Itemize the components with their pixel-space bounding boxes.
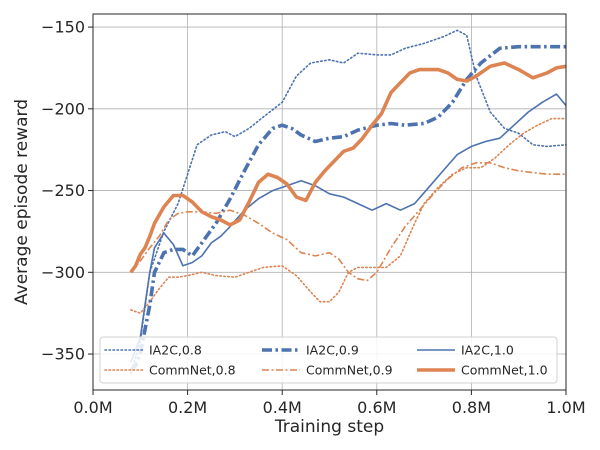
series-line-ia2c-0-8 <box>130 29 567 375</box>
series-line-commnet-0-9 <box>130 162 566 282</box>
x-tick-label: 0.4M <box>263 398 302 417</box>
x-tick-label: 0.6M <box>357 398 396 417</box>
ticks-layer: 0.0M 0.2M 0.4M 0.6M 0.8M 1.0M −350 −300 −250 −200… <box>41 18 586 417</box>
y-tick-label: −300 <box>41 263 85 282</box>
legend-label: CommNet,0.8 <box>149 363 236 378</box>
series-line-ia2c-1-0 <box>130 93 567 363</box>
grid-layer <box>92 14 567 390</box>
legend-label: IA2C,0.9 <box>306 343 359 358</box>
y-tick-label: −150 <box>41 18 85 37</box>
series-line-ia2c-0-9 <box>129 44 566 372</box>
y-tick-label: −350 <box>41 345 85 364</box>
x-axis-label: Training step <box>274 417 384 437</box>
y-tick-label: −250 <box>41 181 85 200</box>
legend-label: IA2C,1.0 <box>461 343 514 358</box>
legend-label: CommNet,1.0 <box>461 363 548 378</box>
plot-frame <box>92 13 567 391</box>
legend: IA2C,0.8 CommNet,0.8 IA2C,0.9 CommNet,0.9 IA… <box>99 336 558 384</box>
y-axis-label: Average episode reward <box>12 99 32 305</box>
series-layer <box>129 29 567 375</box>
series-line-commnet-0-8 <box>130 117 567 314</box>
y-tick-label: −200 <box>41 99 85 118</box>
x-tick-label: 0.0M <box>73 398 112 417</box>
x-tick-label: 0.8M <box>452 398 491 417</box>
series-line-commnet-1-0 <box>129 61 567 274</box>
x-tick-label: 1.0M <box>546 398 585 417</box>
x-tick-label: 0.2M <box>168 398 207 417</box>
legend-label: IA2C,0.8 <box>149 343 202 358</box>
legend-label: CommNet,0.9 <box>306 363 393 378</box>
